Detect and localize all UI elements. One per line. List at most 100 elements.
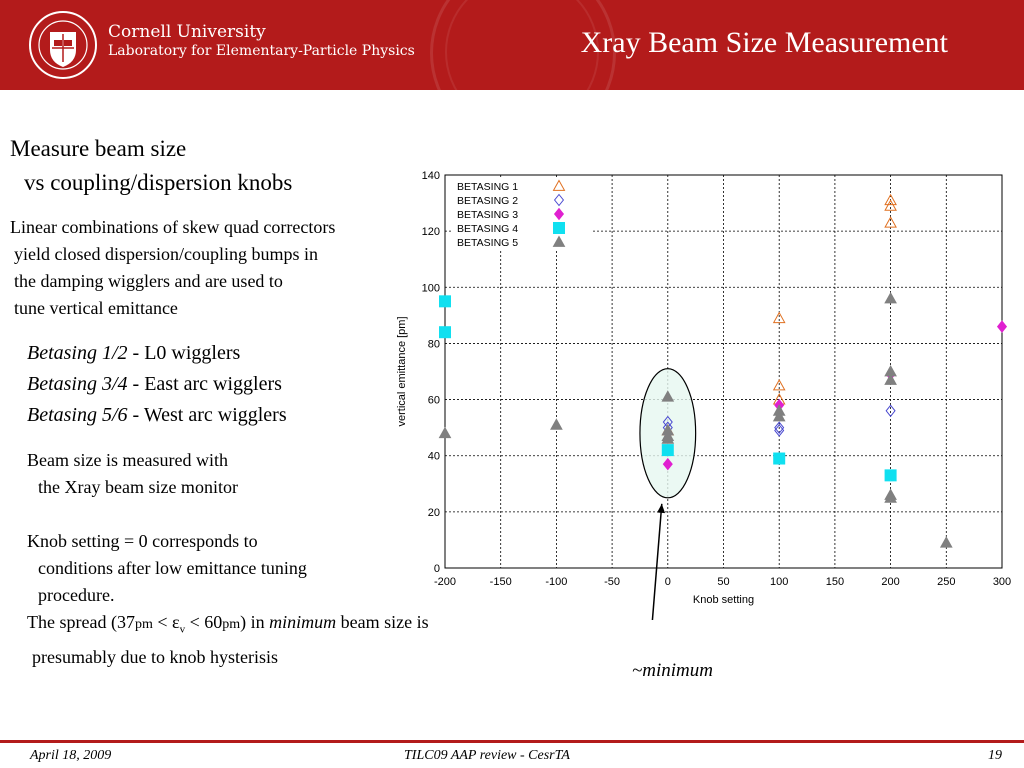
legend-marker	[553, 193, 565, 207]
data-point-diamond-open	[774, 421, 785, 434]
betasing-name: Betasing 1/2	[27, 342, 128, 364]
header-bar: Cornell University Laboratory for Elemen…	[0, 0, 1024, 146]
para1-line-4: tune vertical emittance	[14, 298, 178, 318]
data-point-triangle-open	[884, 193, 897, 206]
epsilon-subscript: v	[179, 623, 186, 636]
legend-marker	[552, 235, 566, 247]
spread-line-1: The spread (37pm < εv < 60pm) in minimum…	[10, 609, 460, 644]
para1-line-3: the damping wigglers and are used to	[14, 271, 283, 291]
data-point-square-filled	[439, 295, 451, 308]
y-tick-label: 100	[422, 282, 440, 294]
betasing-item: Betasing 3/4 - East arc wigglers	[27, 369, 460, 400]
legend-marker	[553, 222, 565, 234]
x-tick-label: 0	[665, 576, 671, 588]
spread-unit: pm	[222, 617, 241, 632]
knob-line-2: conditions after low emittance tuning	[38, 558, 307, 578]
betasing-list: Betasing 1/2 - L0 wigglers Betasing 3/4 …	[10, 338, 460, 431]
footer-date: April 18, 2009	[30, 748, 112, 763]
y-axis-label: vertical emittance [pm]	[396, 316, 408, 426]
x-tick-label: 150	[826, 576, 844, 588]
data-point-square-filled	[884, 469, 897, 482]
y-tick-label: 60	[428, 395, 440, 407]
betasing-desc: - West arc wigglers	[127, 404, 287, 426]
data-point-triangle-filled	[772, 409, 786, 422]
legend-label: BETASING 3	[457, 209, 518, 221]
data-point-triangle-filled	[661, 390, 675, 402]
spread-line-2: presumably due to knob hysterisis	[32, 646, 278, 667]
data-point-triangle-filled	[661, 432, 675, 444]
data-point-triangle-filled	[939, 536, 953, 548]
footer-title: TILC09 AAP review - CesrTA	[404, 748, 570, 763]
betasing-item: Betasing 5/6 - West arc wigglers	[27, 400, 460, 431]
data-point-square-filled	[773, 452, 786, 465]
data-point-triangle-filled	[884, 364, 897, 377]
x-tick-label: 300	[993, 576, 1011, 588]
epsilon-symbol: ε	[172, 612, 180, 632]
org-name: Cornell University	[108, 22, 266, 42]
betasing-name: Betasing 3/4	[27, 373, 128, 395]
slide-body: Measure beam size vs coupling/dispersion…	[10, 132, 460, 671]
data-point-triangle-open	[884, 216, 897, 228]
legend-label: BETASING 5	[457, 237, 518, 249]
para1-line-1: Linear combinations of skew quad correct…	[10, 217, 336, 237]
data-point-diamond-filled	[996, 320, 1008, 333]
spread-in: ) in	[240, 612, 270, 632]
spread-end: beam size is	[336, 612, 429, 632]
x-tick-label: -50	[604, 576, 620, 588]
x-tick-label: -100	[545, 576, 567, 588]
data-point-triangle-open	[884, 199, 897, 211]
knob-line-3: procedure.	[38, 585, 115, 605]
annotation-arrow-head	[657, 503, 666, 514]
spread-prefix: The spread (37	[27, 612, 135, 632]
body-line-2: vs coupling/dispersion knobs	[24, 170, 293, 195]
data-point-triangle-filled	[884, 491, 897, 503]
y-tick-label: 120	[422, 226, 440, 238]
data-point-diamond-open	[774, 424, 785, 437]
data-point-triangle-filled	[884, 291, 897, 304]
slide-title: Xray Beam Size Measurement	[580, 26, 948, 59]
para1-line-2: yield closed dispersion/coupling bumps i…	[14, 244, 318, 264]
spread-upper: < 60	[185, 612, 223, 632]
betasing-item: Betasing 1/2 - L0 wigglers	[27, 338, 460, 369]
legend-marker	[553, 207, 565, 221]
betasing-desc: - East arc wigglers	[127, 373, 282, 395]
y-tick-label: 20	[428, 507, 440, 519]
data-point-square-filled	[661, 444, 674, 457]
x-tick-label: 100	[770, 576, 788, 588]
beam-line-2: the Xray beam size monitor	[38, 477, 238, 497]
data-point-square-filled	[439, 326, 451, 339]
spread-lt: <	[152, 612, 173, 632]
data-point-triangle-open	[772, 379, 786, 391]
legend-label: BETASING 4	[457, 223, 518, 235]
legend-marker	[552, 179, 566, 191]
betasing-name: Betasing 5/6	[27, 404, 128, 426]
body-line-1: Measure beam size	[10, 136, 187, 161]
footer-rule	[0, 740, 1024, 743]
cornell-seal-logo	[29, 11, 97, 79]
y-tick-label: 40	[428, 451, 440, 463]
betasing-desc: - L0 wigglers	[127, 342, 241, 364]
y-tick-label: 140	[422, 170, 440, 182]
emittance-scatter-chart: -200 -150 -100 -50 0 50 100 150 200 250 300 0 20 40 60…	[396, 170, 1011, 620]
data-point-triangle-filled	[884, 373, 897, 385]
y-tick-label: 0	[434, 563, 440, 575]
knob-line-1: Knob setting = 0 corresponds to	[27, 531, 258, 551]
data-point-diamond-open	[885, 404, 896, 418]
x-tick-label: -150	[490, 576, 512, 588]
spread-unit: pm	[134, 617, 153, 632]
legend-label: BETASING 1	[457, 181, 518, 193]
x-axis-label: Knob setting	[693, 594, 754, 606]
minimum-annotation: ~minimum	[632, 660, 714, 681]
beam-line-1: Beam size is measured with	[27, 450, 228, 470]
org-subtitle: Laboratory for Elementary-Particle Physi…	[108, 43, 415, 59]
data-point-triangle-filled	[550, 418, 563, 430]
page-number: 19	[988, 748, 1002, 763]
spread-minimum: minimum	[269, 612, 337, 632]
data-point-diamond-filled	[662, 457, 673, 471]
annotation-arrow-shaft	[651, 503, 663, 620]
legend-label: BETASING 2	[457, 195, 518, 207]
x-tick-label: 250	[937, 576, 955, 588]
x-tick-label: 200	[881, 576, 899, 588]
x-tick-label: 50	[717, 576, 729, 588]
y-tick-label: 80	[428, 338, 440, 350]
